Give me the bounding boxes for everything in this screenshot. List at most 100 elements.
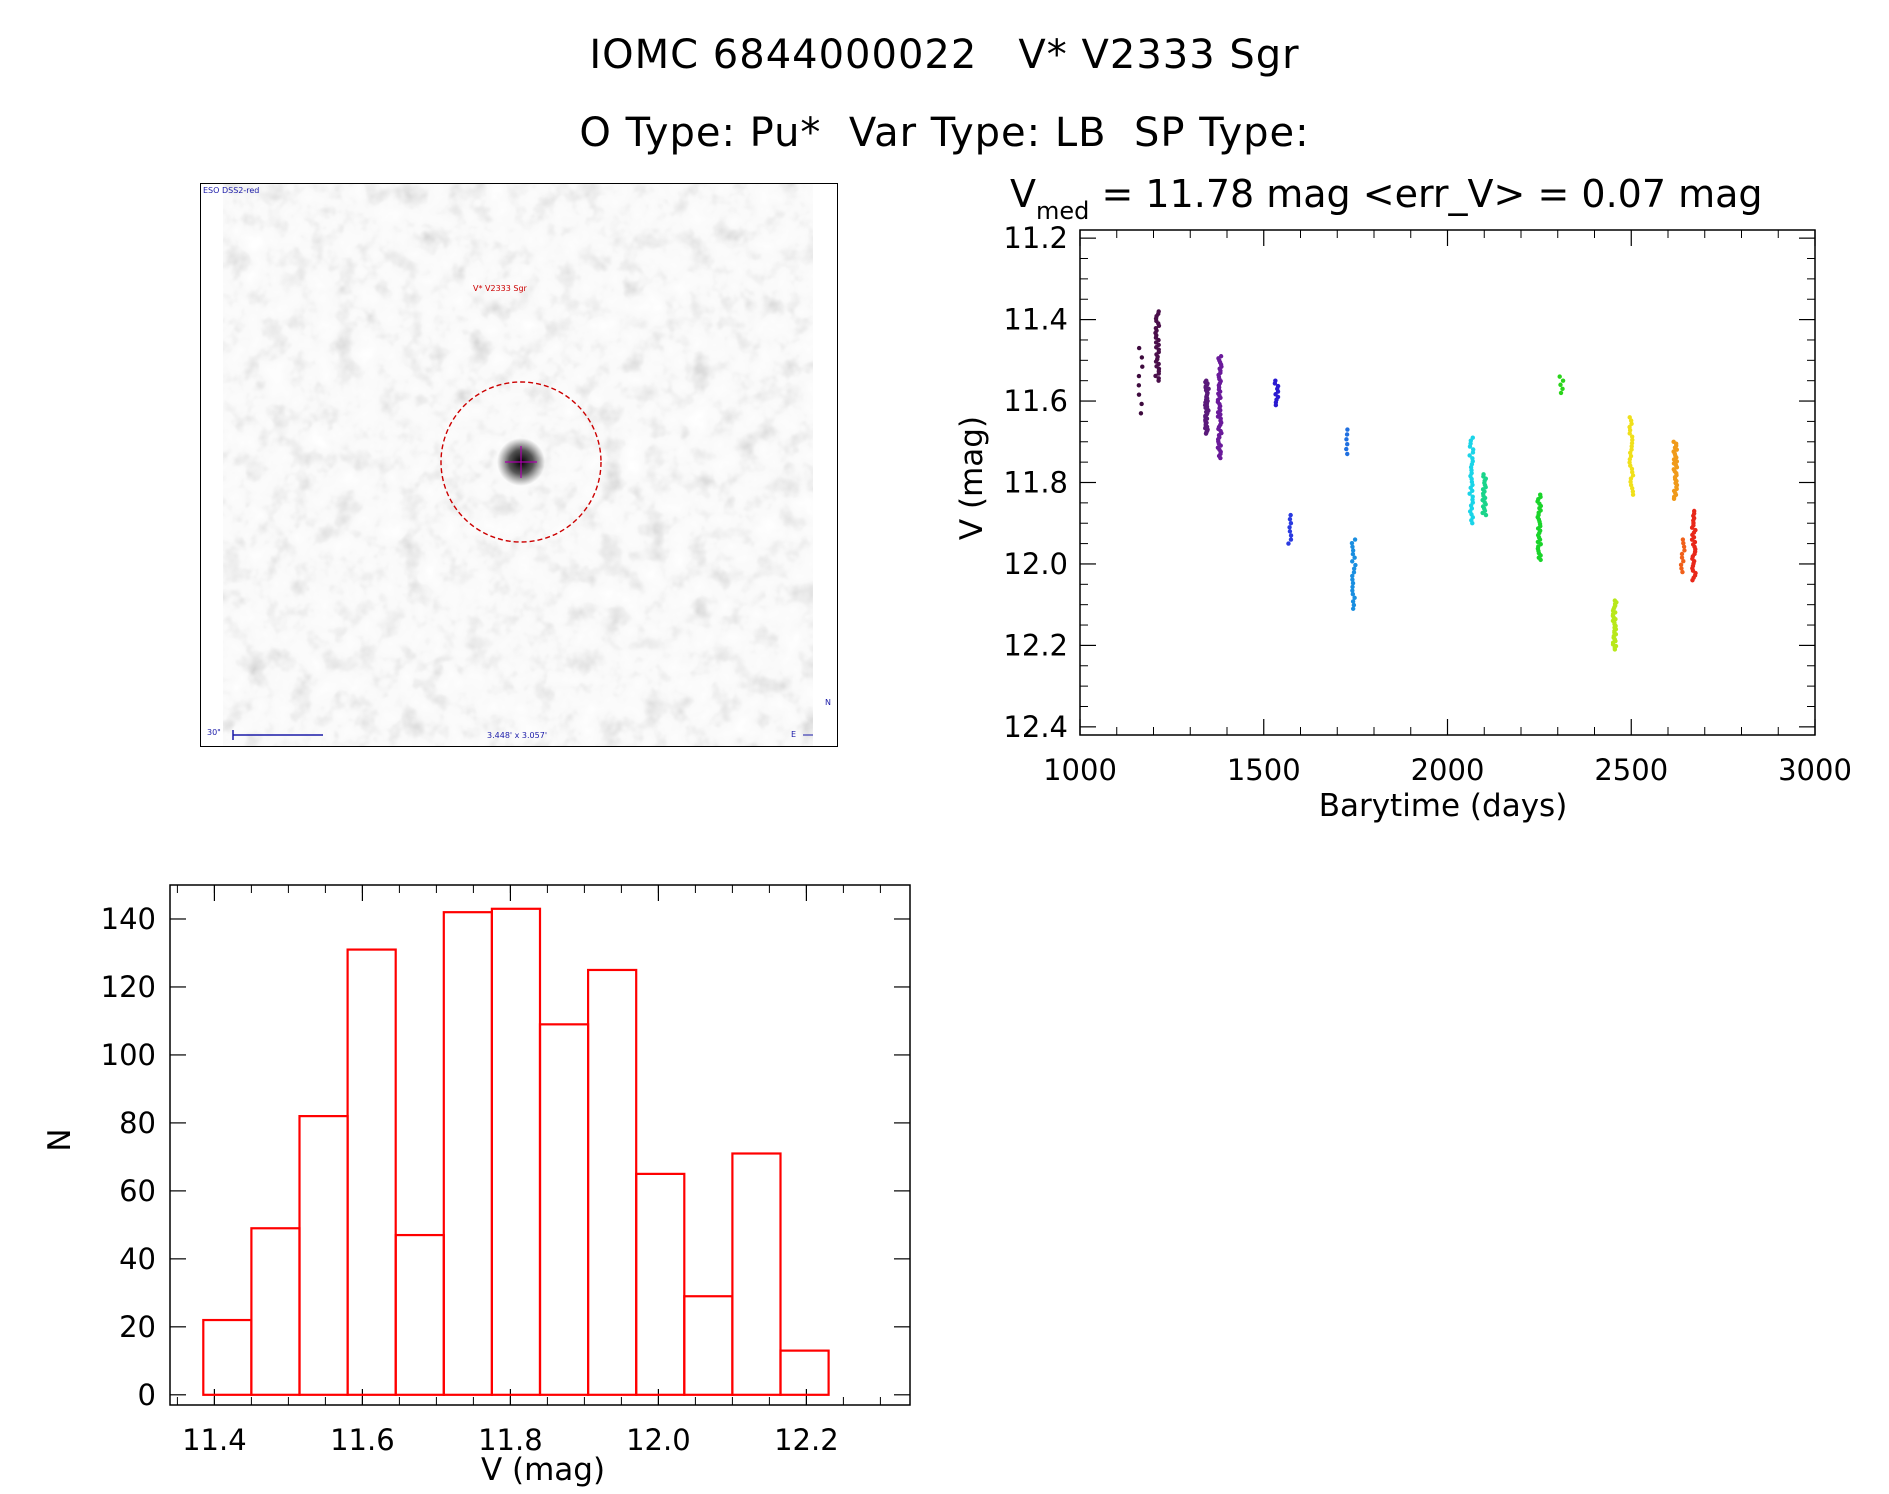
histogram-bar bbox=[683, 1295, 734, 1396]
light-curve-point bbox=[1350, 559, 1355, 564]
light-curve-point bbox=[1350, 573, 1355, 579]
light-curve-x-label: Barytime (days) bbox=[1319, 788, 1568, 824]
survey-label: ESO DSS2-red bbox=[203, 186, 260, 195]
light-curve-point bbox=[1156, 323, 1162, 328]
light-curve-point bbox=[1345, 442, 1350, 447]
light-curve-point bbox=[1682, 548, 1687, 553]
light-curve-point bbox=[1628, 479, 1633, 485]
histogram-bar bbox=[586, 968, 638, 1396]
light-curve-y-label: V (mag) bbox=[954, 416, 990, 540]
histogram-y-tick-label: 80 bbox=[119, 1106, 156, 1140]
histogram-y-tick-label: 100 bbox=[101, 1038, 156, 1072]
light-curve-point bbox=[1136, 373, 1142, 379]
light-curve-point bbox=[1678, 562, 1684, 568]
histogram-x-tick-label: 12.2 bbox=[774, 1423, 839, 1457]
finder-chart-image bbox=[223, 184, 813, 746]
light-curve-y-tick-label: 12.4 bbox=[1003, 710, 1068, 744]
light-curve-point bbox=[1351, 570, 1357, 575]
histogram-y-tick-label: 120 bbox=[101, 970, 156, 1004]
light-curve-x-tick-label: 1000 bbox=[1043, 753, 1117, 787]
histogram-bar bbox=[731, 1152, 782, 1396]
light-curve-point bbox=[1557, 374, 1562, 379]
light-curve-point bbox=[1156, 378, 1161, 383]
histogram-x-label: V (mag) bbox=[481, 1452, 605, 1488]
histogram-y-tick-label: 140 bbox=[101, 902, 156, 936]
histogram-bars bbox=[202, 907, 830, 1396]
light-curve-point bbox=[1681, 540, 1686, 546]
histogram-bar bbox=[298, 1115, 349, 1396]
light-curve-point bbox=[1352, 537, 1358, 542]
light-curve-y-tick-label: 12.2 bbox=[1003, 628, 1068, 662]
light-curve-point bbox=[1628, 418, 1634, 423]
light-curve-y-tick-label: 11.6 bbox=[1003, 384, 1068, 418]
histogram-chart: 11.4 11.6 11.8 12.0 12.2 0 20 40 60 80 100 120 140 V… bbox=[42, 884, 911, 1488]
light-curve-point bbox=[1558, 382, 1563, 387]
light-curve-point bbox=[1629, 466, 1635, 472]
light-curve-point bbox=[1671, 496, 1677, 501]
light-curve-point bbox=[1350, 584, 1355, 590]
light-curve-point bbox=[1467, 453, 1472, 458]
light-curve-point bbox=[1470, 450, 1476, 455]
light-curve-points bbox=[1136, 309, 1698, 652]
light-curve-point bbox=[1138, 411, 1144, 416]
light-curve-point bbox=[1287, 525, 1292, 530]
light-curve-point bbox=[1467, 491, 1472, 496]
histogram-x-tick-label: 11.6 bbox=[330, 1423, 395, 1457]
light-curve-point bbox=[1140, 364, 1145, 369]
histogram-bar bbox=[394, 1233, 445, 1396]
light-curve-point bbox=[1627, 431, 1632, 436]
light-curve-point bbox=[1679, 555, 1685, 560]
light-curve-point bbox=[1288, 521, 1294, 526]
light-curve-point bbox=[1630, 492, 1636, 497]
histogram-bar bbox=[250, 1227, 301, 1396]
light-curve-point bbox=[1287, 529, 1293, 534]
light-curve-point bbox=[1136, 345, 1142, 351]
light-curve-y-tick-label: 11.4 bbox=[1003, 303, 1068, 337]
light-curve-point bbox=[1680, 537, 1686, 542]
light-curve-y-tick-label: 11.2 bbox=[1003, 221, 1068, 255]
histogram-bar bbox=[346, 948, 397, 1396]
light-curve-point bbox=[1483, 512, 1489, 518]
light-curve-point bbox=[1630, 437, 1635, 443]
light-curve-point bbox=[1681, 559, 1686, 564]
light-curve-y-tick-label: 12.0 bbox=[1003, 547, 1068, 581]
light-curve-point bbox=[1350, 577, 1355, 582]
light-curve-point bbox=[1629, 444, 1634, 449]
histogram-y-tick-label: 20 bbox=[119, 1310, 156, 1344]
chart-title-line1: IOMC 6844000022 V* V2333 Sgr bbox=[589, 32, 1300, 78]
histogram-bar bbox=[490, 907, 542, 1396]
light-curve-point bbox=[1674, 447, 1679, 452]
light-curve-point bbox=[1156, 371, 1161, 376]
light-curve-point bbox=[1480, 510, 1485, 516]
light-curve-point bbox=[1273, 402, 1279, 408]
light-curve-point bbox=[1629, 421, 1634, 426]
light-curve-point bbox=[1353, 562, 1358, 568]
light-curve-point bbox=[1344, 437, 1349, 442]
light-curve-point bbox=[1350, 599, 1356, 604]
light-curve-point bbox=[1287, 516, 1293, 522]
light-curve-point bbox=[1350, 551, 1356, 557]
histogram-x-tick-label: 11.8 bbox=[478, 1423, 543, 1457]
light-curve-point bbox=[1612, 647, 1618, 652]
light-curve-point bbox=[1689, 525, 1695, 530]
light-curve-point bbox=[1349, 540, 1355, 546]
light-curve-title: Vmed = 11.78 mag <err_V> = 0.07 mag bbox=[1010, 172, 1763, 225]
histogram-bar bbox=[779, 1349, 830, 1396]
histogram-bar bbox=[202, 1318, 253, 1396]
light-curve-point bbox=[1470, 488, 1475, 493]
histogram-bar bbox=[442, 911, 493, 1396]
light-curve-point bbox=[1628, 476, 1634, 481]
light-curve-point bbox=[1352, 595, 1357, 601]
light-curve-point bbox=[1351, 602, 1357, 608]
chart-title-line2: O Type: Pu* Var Type: LB SP Type: bbox=[579, 110, 1310, 156]
light-curve-point bbox=[1203, 431, 1209, 436]
light-curve-point bbox=[1351, 566, 1357, 571]
light-curve-point bbox=[1350, 581, 1356, 586]
light-curve-point bbox=[1344, 446, 1349, 452]
histogram-frame bbox=[169, 884, 911, 1406]
light-curve-point bbox=[1679, 551, 1685, 557]
histogram-x-tick-label: 12.0 bbox=[626, 1423, 691, 1457]
light-curve-y-tick-label: 11.8 bbox=[1003, 466, 1068, 500]
light-curve-point bbox=[1288, 537, 1294, 542]
light-curve-point bbox=[1627, 457, 1633, 462]
